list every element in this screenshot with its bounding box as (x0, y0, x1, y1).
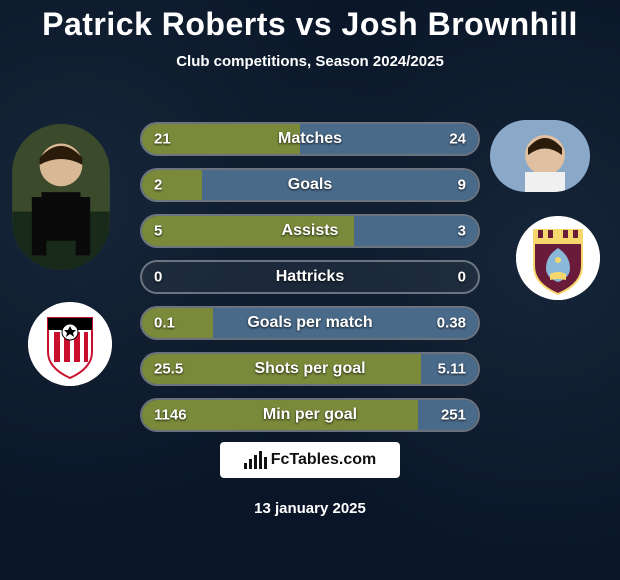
stats-container: Matches2124 Goals29 Assists53 Hattricks0 0 Go… (140, 122, 480, 444)
player-left-avatar (12, 124, 110, 270)
stat-row: Goals29 (140, 168, 480, 202)
stat-bar-left (142, 400, 418, 430)
club-crest-right (516, 216, 600, 300)
stat-bar-left (142, 308, 213, 338)
date-text: 13 january 2025 (0, 500, 620, 517)
stat-row: Min per goal1146251 (140, 398, 480, 432)
stat-label: Hattricks (142, 268, 478, 286)
stat-value-left: 0 (154, 269, 162, 286)
brand-bars-icon (244, 451, 267, 469)
stat-bar-right (418, 400, 478, 430)
stat-bar-right (421, 354, 478, 384)
stat-row: Hattricks0 0 (140, 260, 480, 294)
page-title: Patrick Roberts vs Josh Brownhill (0, 0, 620, 43)
stat-bar-right (354, 216, 478, 246)
subtitle: Club competitions, Season 2024/2025 (0, 53, 620, 70)
stat-row: Shots per goal25.55.11 (140, 352, 480, 386)
brand-text: FcTables.com (271, 451, 377, 469)
footer-brand: FcTables.com (220, 442, 400, 478)
club-crest-left (28, 302, 112, 386)
stat-bar-right (213, 308, 478, 338)
stat-row: Matches2124 (140, 122, 480, 156)
stat-bar-left (142, 216, 354, 246)
player-right-avatar (490, 120, 590, 192)
stat-row: Goals per match0.10.38 (140, 306, 480, 340)
stat-bar-right (202, 170, 478, 200)
stat-bar-left (142, 124, 300, 154)
stat-bar-left (142, 354, 421, 384)
stat-row: Assists53 (140, 214, 480, 248)
stat-bar-left (142, 170, 202, 200)
stat-bar-right (300, 124, 478, 154)
stat-value-right: 0 (458, 269, 466, 286)
